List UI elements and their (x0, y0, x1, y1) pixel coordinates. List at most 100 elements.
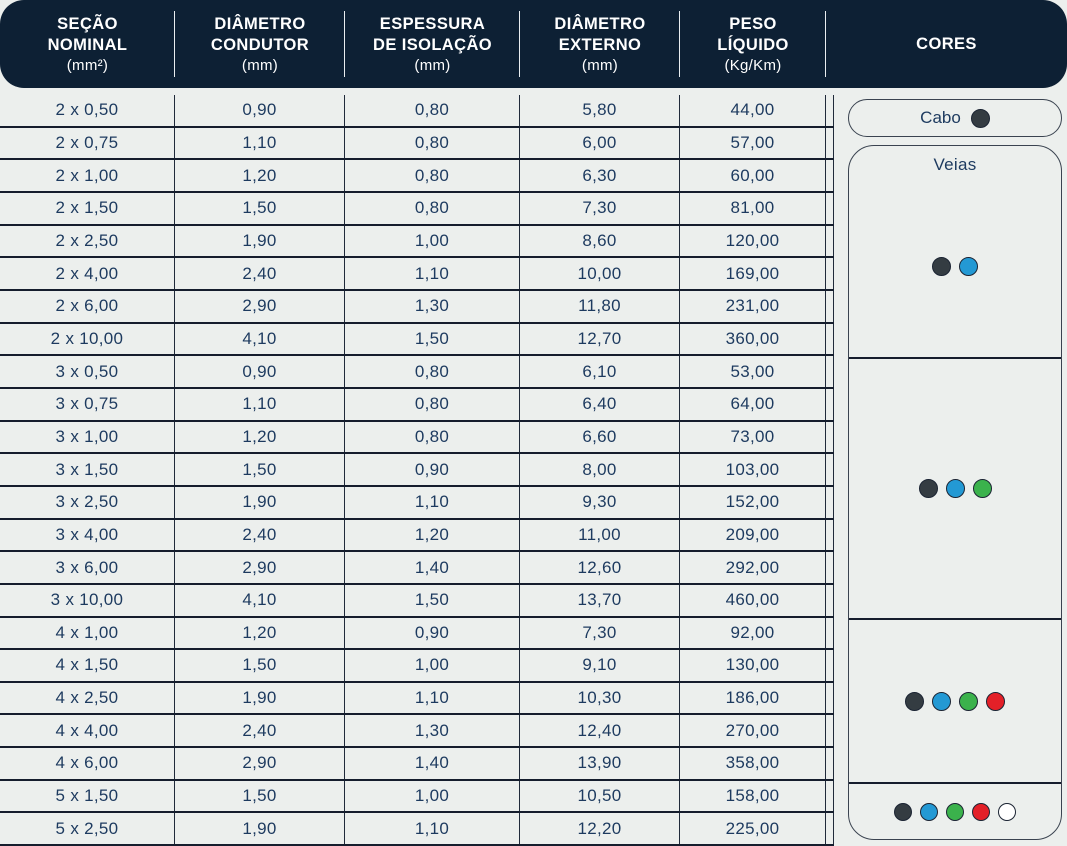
table-cell: 6,30 (520, 160, 680, 191)
table-edge-cell (826, 813, 834, 845)
table-edge-cell (826, 486, 834, 518)
table-cell: 0,80 (345, 95, 520, 126)
cabo-label: Cabo (920, 108, 961, 127)
table-cell: 186,00 (680, 682, 826, 714)
table-cell: 6,10 (520, 356, 680, 387)
table-cell: 8,00 (520, 454, 680, 485)
table-cell: 7,30 (520, 192, 680, 224)
table-cell: 44,00 (680, 95, 826, 126)
table-cell: 9,30 (520, 486, 680, 518)
table-row: 3 x 10,00 4,10 1,50 13,70 460,00 (0, 584, 834, 618)
table-cell: 130,00 (680, 650, 826, 681)
veias-dots-row (849, 784, 1061, 839)
table-cell: 292,00 (680, 552, 826, 583)
veias-dots-row (849, 620, 1061, 781)
table-cell: 73,00 (680, 421, 826, 453)
veia-color-dot-red (972, 803, 990, 822)
header-title: DIÂMETRO CONDUTOR (210, 14, 310, 54)
header-unit: (mm) (581, 57, 619, 75)
header-title: CORES (916, 34, 977, 53)
table-row: 2 x 1,00 1,20 0,80 6,30 60,00 (0, 160, 834, 193)
table-cell: 0,80 (345, 388, 520, 420)
table-row: 4 x 6,00 2,90 1,40 13,90 358,00 (0, 748, 834, 781)
table-cell: 2,90 (175, 290, 345, 322)
table-cell: 1,50 (345, 323, 520, 355)
table-edge-cell (826, 323, 834, 355)
header-title: ESPESSURA DE ISOLAÇÃO (373, 14, 492, 54)
table-row: 4 x 4,00 2,40 1,30 12,40 270,00 (0, 715, 834, 749)
header-cell-peso-liquido: PESO LÍQUIDO (Kg/Km) (680, 0, 826, 88)
header-title: SEÇÃO NOMINAL (47, 14, 128, 54)
table-row: 4 x 2,50 1,90 1,10 10,30 186,00 (0, 682, 834, 716)
table-cell: 4,10 (175, 323, 345, 355)
table-cell: 158,00 (680, 780, 826, 812)
table-row: 2 x 10,00 4,10 1,50 12,70 360,00 (0, 323, 834, 357)
table-cell: 2 x 1,50 (0, 192, 175, 224)
table-edge-cell (826, 160, 834, 191)
table-edge-cell (826, 225, 834, 257)
table-cell: 12,40 (520, 715, 680, 747)
table-edge-cell (826, 650, 834, 681)
table-cell: 2 x 4,00 (0, 258, 175, 289)
table-cell: 4 x 1,50 (0, 650, 175, 681)
spec-table-grid: 2 x 0,50 0,90 0,80 5,80 44,00 2 x 0,75 1,10 0,8… (0, 95, 834, 846)
table-cell: 2 x 0,50 (0, 95, 175, 126)
table-cell: 152,00 (680, 486, 826, 518)
table-cell: 4,10 (175, 584, 345, 616)
table-cell: 2,90 (175, 748, 345, 779)
header-unit: (Kg/Km) (724, 57, 782, 75)
table-cell: 1,00 (345, 650, 520, 681)
table-cell: 2,40 (175, 715, 345, 747)
table-cell: 4 x 1,00 (0, 617, 175, 649)
table-row: 3 x 1,00 1,20 0,80 6,60 73,00 (0, 421, 834, 455)
table-cell: 360,00 (680, 323, 826, 355)
table-cell: 4 x 4,00 (0, 715, 175, 747)
table-cell: 1,00 (345, 225, 520, 257)
table-edge-cell (826, 519, 834, 551)
table-edge-cell (826, 682, 834, 714)
table-cell: 2 x 1,00 (0, 160, 175, 191)
table-edge-cell (826, 356, 834, 387)
table-edge-cell (826, 127, 834, 159)
table-cell: 11,80 (520, 290, 680, 322)
veia-color-dot-white (998, 803, 1016, 822)
table-row: 2 x 0,75 1,10 0,80 6,00 57,00 (0, 127, 834, 161)
table-cell: 53,00 (680, 356, 826, 387)
header-title: DIÂMETRO EXTERNO (554, 14, 646, 54)
header-cell-secao-nominal: SEÇÃO NOMINAL (mm²) (0, 0, 175, 88)
table-cell: 1,10 (345, 813, 520, 845)
table-cell: 0,90 (175, 356, 345, 387)
header-unit: (mm²) (66, 57, 109, 75)
table-cell: 10,50 (520, 780, 680, 812)
table-row: 3 x 0,50 0,90 0,80 6,10 53,00 (0, 356, 834, 389)
table-cell: 0,80 (345, 356, 520, 387)
veias-dots-row (849, 175, 1061, 357)
table-cell: 0,80 (345, 160, 520, 191)
veia-color-dot-blue (945, 479, 965, 499)
veia-color-dot-green (959, 691, 978, 711)
table-cell: 64,00 (680, 388, 826, 420)
table-cell: 3 x 1,50 (0, 454, 175, 485)
table-cell: 11,00 (520, 519, 680, 551)
table-cell: 92,00 (680, 617, 826, 649)
veia-color-dot-red (986, 691, 1005, 711)
table-edge-cell (826, 192, 834, 224)
table-cell: 12,60 (520, 552, 680, 583)
table-cell: 1,50 (175, 650, 345, 681)
table-cell: 12,70 (520, 323, 680, 355)
header-cell-diametro-externo: DIÂMETRO EXTERNO (mm) (520, 0, 680, 88)
table-cell: 169,00 (680, 258, 826, 289)
table-row: 3 x 1,50 1,50 0,90 8,00 103,00 (0, 454, 834, 487)
table-cell: 225,00 (680, 813, 826, 845)
table-cell: 10,30 (520, 682, 680, 714)
table-edge-cell (826, 552, 834, 583)
table-cell: 1,20 (345, 519, 520, 551)
table-cell: 2,40 (175, 519, 345, 551)
table-cell: 1,00 (345, 780, 520, 812)
table-cell: 81,00 (680, 192, 826, 224)
table-cell: 209,00 (680, 519, 826, 551)
table-cell: 3 x 0,50 (0, 356, 175, 387)
table-cell: 4 x 2,50 (0, 682, 175, 714)
cabo-color-dot-black (970, 108, 990, 128)
table-row: 2 x 2,50 1,90 1,00 8,60 120,00 (0, 225, 834, 259)
